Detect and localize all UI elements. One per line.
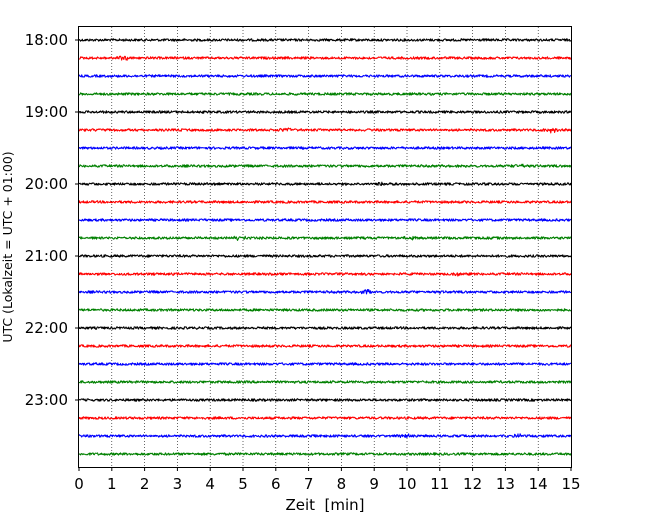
x-tick-label: 9 [369, 475, 379, 493]
trace-1830 [78, 74, 572, 78]
x-tick-label: 7 [304, 475, 314, 493]
y-tick-label: 19:00 [25, 103, 68, 121]
x-tick-label: 12 [463, 475, 482, 493]
trace-2245 [78, 380, 572, 384]
x-tick-label: 1 [107, 475, 117, 493]
trace-2100 [78, 254, 572, 258]
x-tick-label: 6 [271, 475, 281, 493]
y-tick-label: 23:00 [25, 391, 68, 409]
y-tick-label: 22:00 [25, 319, 68, 337]
seismogram-traces [78, 38, 572, 456]
x-tick-label: 4 [205, 475, 215, 493]
plot-frame [78, 26, 572, 468]
x-tick-label: 11 [430, 475, 449, 493]
trace-2300 [78, 398, 572, 402]
trace-2330 [78, 433, 572, 439]
trace-2115 [78, 272, 572, 277]
y-tick-label: 20:00 [25, 175, 68, 193]
y-axis-ticks: 18:00 19:00 20:00 21:00 22:00 23:00 [25, 31, 79, 409]
trace-1945 [78, 163, 572, 168]
x-axis-label: Zeit [min] [285, 496, 364, 514]
trace-1930 [78, 146, 572, 150]
trace-1800 [78, 38, 572, 42]
x-tick-label: 0 [74, 475, 84, 493]
trace-1915 [78, 127, 572, 134]
x-tick-label: 2 [140, 475, 150, 493]
trace-2045 [78, 235, 572, 241]
y-axis-label: UTC (Lokalzeit = UTC + 01:00) [0, 151, 15, 342]
trace-2015 [78, 200, 572, 204]
trace-1900 [78, 110, 572, 114]
minute-gridlines [111, 27, 539, 467]
trace-2345 [78, 452, 572, 456]
trace-2230 [78, 362, 572, 366]
x-tick-label: 3 [173, 475, 183, 493]
x-tick-label: 13 [496, 475, 515, 493]
trace-2130 [78, 288, 572, 295]
trace-2315 [78, 416, 572, 420]
x-tick-label: 8 [337, 475, 347, 493]
trace-2030 [78, 218, 572, 222]
trace-2215 [78, 344, 572, 348]
x-tick-label: 15 [561, 475, 580, 493]
y-tick-label: 21:00 [25, 247, 68, 265]
x-tick-label: 5 [238, 475, 248, 493]
x-tick-label: 14 [529, 475, 548, 493]
trace-2000 [78, 181, 572, 187]
trace-2145 [78, 308, 572, 312]
x-tick-label: 10 [397, 475, 416, 493]
trace-1815 [78, 55, 572, 61]
y-tick-label: 18:00 [25, 31, 68, 49]
x-axis-ticks: 0 1 2 3 4 5 6 7 8 9 10 11 12 13 14 15 [74, 467, 581, 493]
trace-1845 [78, 92, 572, 96]
trace-2200 [78, 326, 572, 330]
